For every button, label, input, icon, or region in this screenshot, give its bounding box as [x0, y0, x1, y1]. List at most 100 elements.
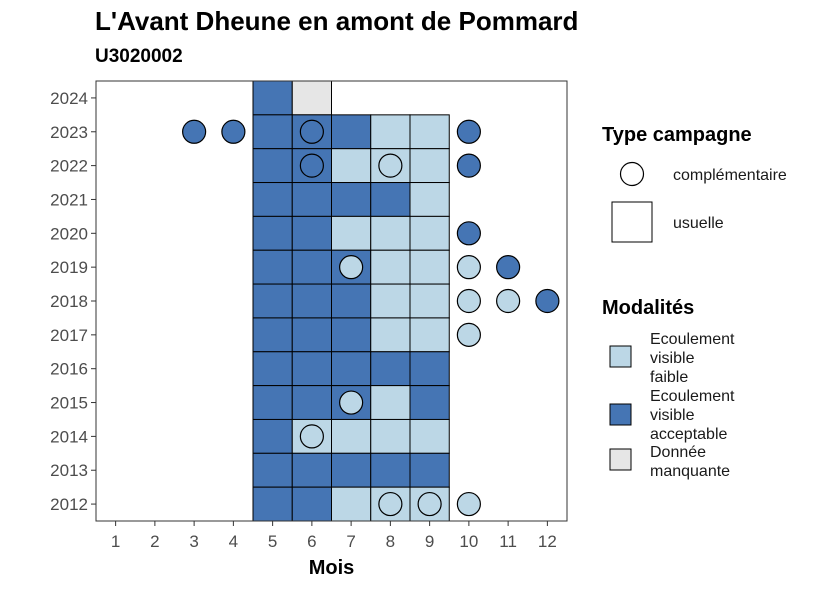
tile-2022-9 [409, 148, 450, 184]
tile-2013-9 [409, 452, 450, 488]
tile-2019-8 [370, 249, 411, 285]
point-2012-8 [378, 491, 403, 517]
point-2023-6 [299, 119, 324, 144]
point-2020-10 [456, 221, 481, 246]
point-2017-10 [456, 322, 481, 347]
x-tick-label: 1 [111, 532, 120, 551]
point-2019-7 [339, 255, 364, 280]
tile-2018-8 [370, 283, 411, 319]
tile-2013-8 [370, 452, 411, 488]
point-2018-12 [535, 288, 560, 314]
x-tick-label: 9 [425, 532, 434, 551]
x-tick-label: 12 [538, 532, 557, 551]
tile-2017-9 [409, 317, 450, 353]
legend-title-type: Type campagne [602, 124, 752, 146]
legend-label-faible: Ecoulement visible faible [650, 331, 735, 386]
point-2023-4 [221, 119, 246, 144]
y-tick-label: 2024 [50, 89, 88, 108]
point-2014-6 [299, 424, 324, 449]
x-tick-label: 10 [459, 532, 478, 551]
tile-2021-7 [331, 182, 372, 217]
tile-2017-7 [331, 317, 372, 353]
tile-2022-7 [331, 148, 372, 184]
x-tick-label: 4 [229, 532, 238, 551]
tile-2016-8 [370, 351, 411, 387]
usuelle-cells [252, 80, 450, 522]
tile-2014-9 [409, 418, 450, 454]
point-2018-10 [456, 288, 481, 314]
legend-label-acceptable: Ecoulement visible acceptable [650, 388, 735, 443]
point-2022-6 [299, 153, 324, 178]
legend-label-usuelle: usuelle [673, 215, 724, 232]
point-2012-9 [417, 491, 442, 517]
y-tick-label: 2021 [50, 190, 88, 209]
point-2019-10 [456, 255, 481, 280]
tile-2024-6 [291, 80, 332, 116]
tile-2016-9 [409, 351, 450, 387]
tile-2016-5 [252, 351, 293, 387]
y-tick-label: 2016 [50, 360, 88, 379]
legend-key-square [611, 201, 653, 243]
tile-2019-5 [252, 249, 293, 285]
point-2019-11 [496, 255, 521, 280]
x-axis: 1 2 3 4 5 6 7 8 9 10 11 12 [111, 521, 557, 551]
tile-2018-7 [331, 283, 372, 319]
tile-2020-6 [291, 215, 332, 251]
point-2022-10 [456, 153, 481, 178]
tile-2012-5 [252, 486, 293, 522]
tile-2019-9 [409, 249, 450, 285]
point-2023-3 [182, 119, 207, 144]
tile-2013-6 [291, 452, 332, 488]
legend-title-modalites: Modalités [602, 297, 694, 319]
tile-2012-6 [291, 486, 332, 522]
chart-subtitle: U3020002 [95, 46, 183, 67]
tile-2021-5 [252, 182, 293, 217]
tile-2020-8 [370, 215, 411, 251]
tile-2017-8 [370, 317, 411, 353]
x-tick-label: 5 [268, 532, 277, 551]
y-tick-label: 2015 [50, 394, 88, 413]
tile-2014-7 [331, 418, 372, 454]
tile-2015-8 [370, 385, 411, 420]
legend-label-complementaire: complémentaire [673, 167, 787, 184]
complementaire-points [182, 119, 560, 517]
tile-2014-5 [252, 418, 293, 454]
y-tick-label: 2023 [50, 123, 88, 142]
y-tick-label: 2020 [50, 224, 88, 243]
y-tick-label: 2017 [50, 326, 88, 345]
legend-label-manquante: Donnée manquante [650, 444, 730, 480]
x-tick-label: 6 [307, 532, 316, 551]
y-tick-label: 2019 [50, 258, 88, 277]
y-tick-label: 2013 [50, 461, 88, 480]
tile-2019-6 [291, 249, 332, 285]
tile-2024-5 [252, 80, 293, 116]
tile-2022-5 [252, 148, 293, 184]
y-tick-label: 2018 [50, 292, 88, 311]
legend-key-manquante [609, 448, 632, 471]
point-2018-11 [496, 288, 521, 314]
legend-key-faible [609, 345, 632, 368]
x-axis-title: Mois [309, 557, 355, 579]
x-tick-label: 7 [346, 532, 355, 551]
tile-2023-8 [370, 114, 411, 150]
legend: Type campagne complémentaire usuelle Modali… [602, 124, 787, 480]
y-tick-label: 2014 [50, 427, 88, 446]
tile-2020-7 [331, 215, 372, 251]
y-tick-label: 2022 [50, 157, 88, 176]
tile-2021-6 [291, 182, 332, 217]
tile-2023-9 [409, 114, 450, 150]
tile-2023-5 [252, 114, 293, 150]
point-2022-8 [378, 153, 403, 178]
point-2015-7 [339, 390, 364, 415]
tile-2017-6 [291, 317, 332, 353]
tile-2015-5 [252, 385, 293, 420]
tile-2018-9 [409, 283, 450, 319]
point-2012-10 [456, 491, 481, 517]
x-tick-label: 3 [189, 532, 198, 551]
tile-2012-7 [331, 486, 372, 522]
tile-2013-7 [331, 452, 372, 488]
tile-2018-6 [291, 283, 332, 319]
y-axis: 2024 2023 2022 2021 2020 2019 2018 2017 2016 2015… [50, 89, 96, 514]
y-tick-label: 2012 [50, 495, 88, 514]
legend-key-circle [619, 161, 645, 187]
